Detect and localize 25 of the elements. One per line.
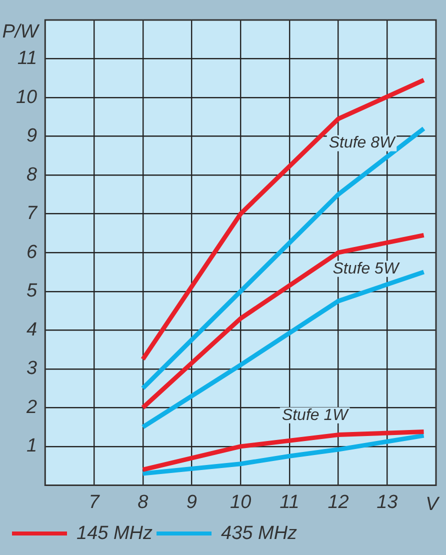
legend-label: 145 MHz xyxy=(76,522,154,544)
x-axis-title: V xyxy=(426,494,441,515)
y-tick-label: 2 xyxy=(26,396,38,418)
x-tick-label: 9 xyxy=(186,492,198,513)
y-tick-label: 3 xyxy=(26,358,38,380)
x-tick-label: 11 xyxy=(280,492,300,513)
y-tick-label: 8 xyxy=(26,164,38,186)
x-tick-label: 8 xyxy=(138,492,149,513)
x-tick-label: 7 xyxy=(88,492,101,513)
y-tick-label: 7 xyxy=(26,203,39,224)
y-tick-label: 6 xyxy=(26,242,38,263)
annotation: Stufe 5W xyxy=(332,260,400,278)
y-tick-label: 4 xyxy=(26,319,38,340)
y-tick-label: 9 xyxy=(26,126,38,147)
y-axis-title: P/W xyxy=(2,21,40,42)
y-tick-label: 5 xyxy=(26,280,38,302)
x-tick-label: 10 xyxy=(230,492,252,513)
y-tick-label: 11 xyxy=(17,48,38,70)
annotation: Stufe 8W xyxy=(328,134,397,152)
legend-label: 435 MHz xyxy=(221,522,298,544)
y-tick-label: 10 xyxy=(16,86,38,108)
annotation: Stufe 1W xyxy=(282,406,350,424)
x-tick-label: 13 xyxy=(376,492,398,513)
y-tick-label: 1 xyxy=(26,436,38,457)
x-tick-label: 12 xyxy=(328,492,350,513)
